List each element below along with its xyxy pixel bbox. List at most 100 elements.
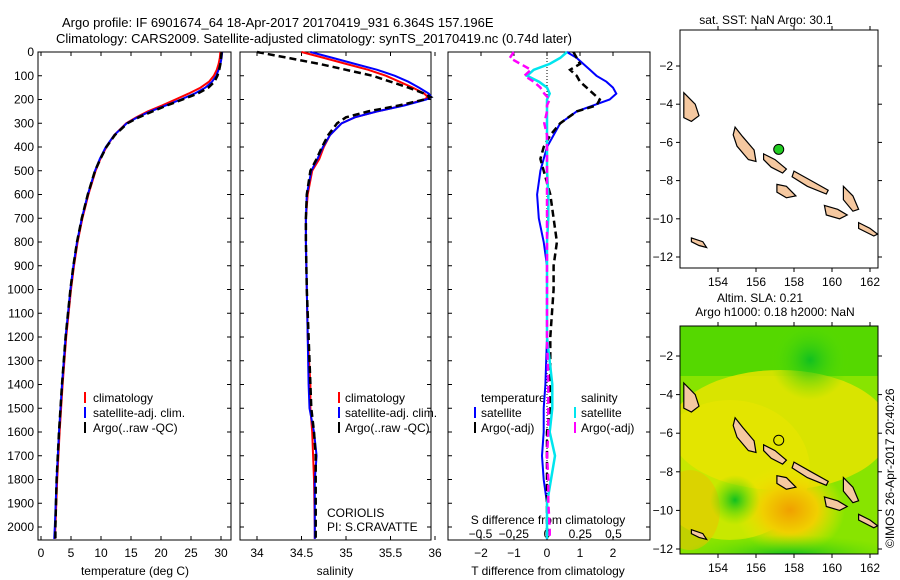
latitude-tick-label: −10 (653, 503, 674, 517)
depth-tick-label: 100 (14, 69, 34, 83)
latitude-tick-label: −8 (659, 465, 673, 479)
depth-tick-label: 200 (14, 93, 34, 107)
difference-axes-frame (447, 51, 651, 541)
sla-map: Altim. SLA: 0.21 Argo h1000: 0.18 h2000:… (653, 291, 897, 575)
island-outline (762, 152, 788, 174)
depth-tick-label: 1500 (7, 401, 34, 415)
argo-position-marker (773, 143, 785, 155)
legend-marker-argo (338, 422, 340, 433)
island-outline (776, 183, 798, 199)
longitude-tick-label: 162 (860, 561, 880, 575)
latitude-tick-label: −12 (653, 542, 674, 556)
sla-map-title: Altim. SLA: 0.21 (717, 291, 803, 305)
salinity-legend: climatology satellite-adj. clim. Argo(..… (338, 391, 437, 435)
depth-tick-label: 1600 (7, 425, 34, 439)
depth-tick-label: 600 (14, 188, 34, 202)
imos-credit: ©IMOS 26-Apr-2017 20:40:26 (883, 388, 897, 548)
series-line-climatology (301, 51, 430, 539)
island-outline (690, 237, 708, 249)
island-outline (683, 91, 700, 123)
depth-tick-label: 1200 (7, 330, 34, 344)
x-tick-label: 35 (339, 546, 353, 560)
salinity-axes-frame (239, 51, 432, 541)
legend-marker-satellite (84, 407, 86, 418)
difference-legend: temperature salinity satellite Argo(-adj… (474, 391, 634, 435)
series-line-climatology (53, 51, 222, 539)
x-tick-label: 30 (214, 546, 228, 560)
x-tick-label: 34.5 (290, 546, 314, 560)
figure-title-line1: Argo profile: IF 6901674_64 18-Apr-2017 … (62, 15, 494, 30)
legend-label: climatology (93, 391, 153, 405)
legend-marker-argo (84, 422, 86, 433)
x-tick-label: 5 (68, 546, 75, 560)
island-outline (842, 184, 860, 212)
s-diff-tick-label: 0.5 (605, 527, 622, 541)
sla-map-subtitle: Argo h1000: 0.18 h2000: NaN (695, 305, 854, 319)
legend-label: Argo(..raw -QC) (93, 421, 178, 435)
depth-tick-label: 1300 (7, 354, 34, 368)
island-outline (857, 513, 879, 529)
temperature-xlabel: temperature (deg C) (81, 564, 189, 578)
legend-marker-satellite (338, 407, 340, 418)
legend-header-temperature: temperature (481, 391, 546, 405)
latitude-tick-label: −2 (659, 349, 673, 363)
longitude-tick-label: 158 (784, 275, 804, 289)
island-outline (690, 528, 708, 541)
legend-label: Argo(-adj) (481, 421, 534, 435)
series-line-s-satellite (524, 51, 568, 539)
legend-marker-t-satellite (474, 407, 476, 418)
latitude-tick-label: −10 (653, 212, 674, 226)
sla-map-frame (679, 325, 879, 555)
figure-title-line2: Climatology: CARS2009. Satellite-adjuste… (56, 31, 572, 46)
s-diff-tick-label: −0.5 (469, 527, 493, 541)
temperature-legend: climatology satellite-adj. clim. Argo(..… (84, 391, 185, 435)
legend-marker-t-argo (474, 422, 476, 433)
longitude-tick-label: 160 (822, 275, 842, 289)
depth-tick-label: 300 (14, 116, 34, 130)
depth-tick-label: 900 (14, 259, 34, 273)
difference-panel: T difference from climatology S differen… (447, 51, 651, 578)
x-tick-label: 25 (184, 546, 198, 560)
x-tick-label: −1 (507, 546, 521, 560)
island-outline (791, 461, 829, 487)
data-centre-annotation: CORIOLIS (327, 506, 384, 520)
salinity-xlabel: salinity (317, 564, 354, 578)
depth-tick-label: 1900 (7, 496, 34, 510)
latitude-tick-label: −8 (659, 174, 673, 188)
series-line-satellite-adj-clim- (304, 51, 433, 539)
legend-label: satellite-adj. clim. (345, 406, 437, 420)
depth-tick-label: 1100 (8, 306, 34, 320)
legend-label: satellite (481, 406, 522, 420)
argo-position-marker (773, 434, 785, 446)
island-outline (823, 204, 849, 220)
longitude-tick-label: 154 (708, 561, 728, 575)
longitude-tick-label: 156 (746, 561, 766, 575)
island-outline (732, 416, 757, 454)
series-line-t-argo-adj- (539, 51, 602, 539)
latitude-tick-label: −6 (659, 426, 673, 440)
sla-field (680, 326, 878, 554)
longitude-tick-label: 154 (708, 275, 728, 289)
x-tick-label: −2 (474, 546, 488, 560)
temperature-panel: temperature (deg C) climatology satellit… (7, 45, 232, 578)
island-outline (732, 125, 757, 163)
longitude-tick-label: 158 (784, 561, 804, 575)
x-tick-label: 36 (428, 546, 442, 560)
sst-map-title: sat. SST: NaN Argo: 30.1 (699, 13, 833, 27)
legend-marker-climatology (338, 392, 340, 403)
latitude-tick-label: −2 (659, 59, 673, 73)
island-outline (762, 443, 788, 465)
pi-annotation: PI: S.CRAVATTE (327, 520, 418, 534)
island-outline (823, 496, 849, 512)
island-outline (776, 474, 798, 490)
latitude-tick-label: −12 (653, 250, 674, 264)
s-diff-tick-label: 0.25 (569, 527, 593, 541)
t-difference-xlabel: T difference from climatology (471, 564, 625, 578)
salinity-panel: salinity climatology satellite-adj. clim… (239, 50, 442, 578)
x-tick-label: 0 (544, 546, 551, 560)
longitude-tick-label: 160 (822, 561, 842, 575)
depth-tick-label: 1400 (7, 378, 34, 392)
x-tick-label: 34 (250, 546, 264, 560)
x-tick-label: 20 (154, 546, 168, 560)
series-line-satellite-adj-clim- (53, 51, 224, 539)
